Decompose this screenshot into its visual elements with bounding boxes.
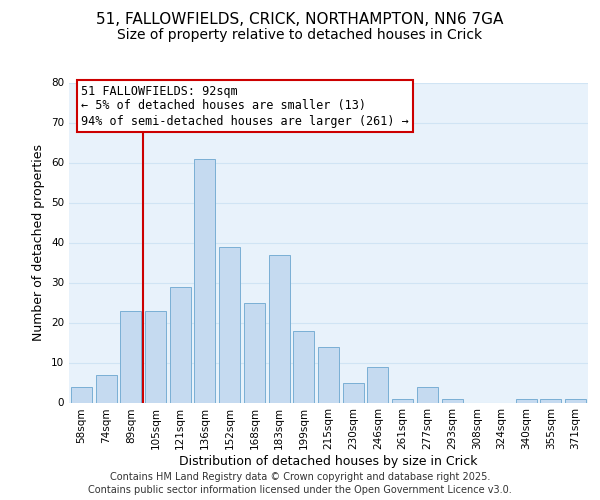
Text: 51, FALLOWFIELDS, CRICK, NORTHAMPTON, NN6 7GA: 51, FALLOWFIELDS, CRICK, NORTHAMPTON, NN… — [97, 12, 503, 28]
Bar — [541, 398, 562, 402]
Bar — [269, 254, 290, 402]
Bar — [442, 398, 463, 402]
Bar — [244, 302, 265, 402]
Bar — [565, 398, 586, 402]
Bar — [293, 330, 314, 402]
Bar — [120, 310, 141, 402]
Bar — [392, 398, 413, 402]
Bar — [318, 346, 339, 403]
Text: Size of property relative to detached houses in Crick: Size of property relative to detached ho… — [118, 28, 482, 42]
Bar — [343, 382, 364, 402]
Bar — [219, 246, 240, 402]
Bar — [95, 374, 116, 402]
Text: 51 FALLOWFIELDS: 92sqm
← 5% of detached houses are smaller (13)
94% of semi-deta: 51 FALLOWFIELDS: 92sqm ← 5% of detached … — [82, 84, 409, 128]
Text: Contains public sector information licensed under the Open Government Licence v3: Contains public sector information licen… — [88, 485, 512, 495]
Bar — [417, 386, 438, 402]
X-axis label: Distribution of detached houses by size in Crick: Distribution of detached houses by size … — [179, 455, 478, 468]
Bar — [145, 310, 166, 402]
Bar — [367, 366, 388, 402]
Bar — [516, 398, 537, 402]
Text: Contains HM Land Registry data © Crown copyright and database right 2025.: Contains HM Land Registry data © Crown c… — [110, 472, 490, 482]
Bar — [170, 286, 191, 403]
Y-axis label: Number of detached properties: Number of detached properties — [32, 144, 46, 341]
Bar — [71, 386, 92, 402]
Bar — [194, 158, 215, 402]
